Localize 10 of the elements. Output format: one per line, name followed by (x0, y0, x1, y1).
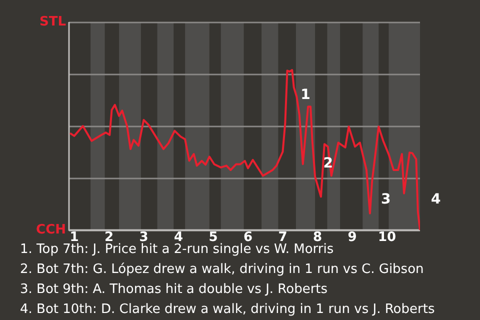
text: 4. Bot 10th: D. Clarke drew a walk, driving in 1 run vs J. Roberts (20, 301, 436, 319)
ref-line-label: STL (39, 14, 66, 30)
text: 3. Bot 9th: A. Thomas hit a double vs J. Roberts (20, 281, 329, 299)
x-tick-label: 10 (378, 230, 396, 246)
x-tick-label: 9 (348, 230, 357, 246)
annotation: 4 (431, 192, 441, 208)
annotation: 3 (380, 192, 391, 208)
text: 2. Bot 7th: G. López drew a walk, driving in 1 run vs C. Gibson (20, 261, 425, 279)
annotation: 1 (300, 87, 310, 104)
ref-line-label: CCH (36, 222, 66, 238)
